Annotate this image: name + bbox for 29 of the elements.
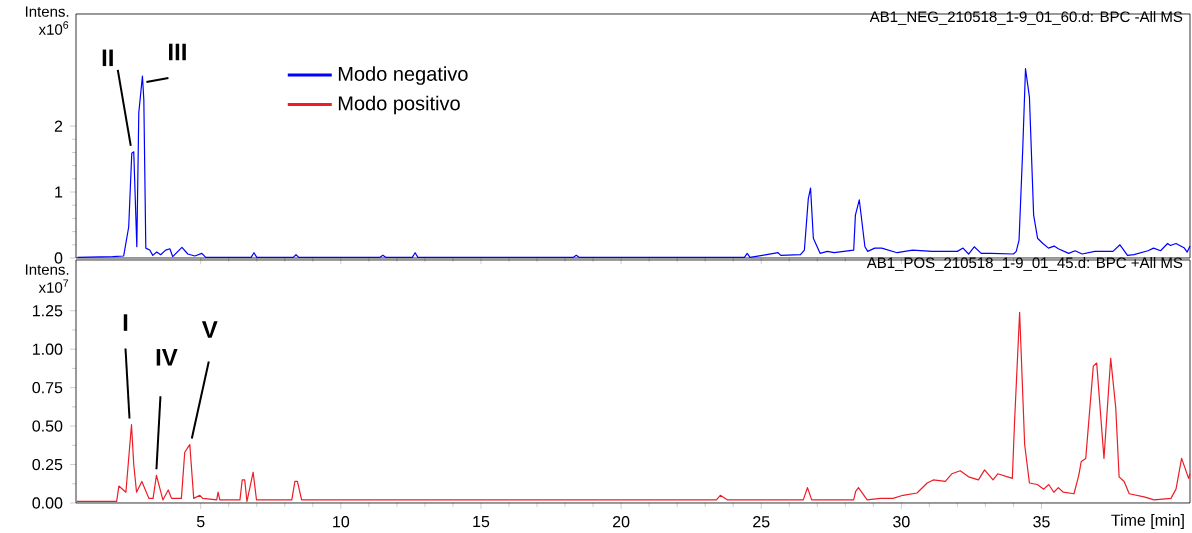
x-tick-label: 25 <box>753 516 770 528</box>
y-tick-label: 0.75 <box>32 381 63 394</box>
y-axis-title: Intens. x10$^{6}$ <box>25 6 69 35</box>
x-tick-label: 5 <box>196 516 205 528</box>
annotation: II <box>102 49 113 67</box>
y-tick-label: 2 <box>54 120 63 132</box>
line-series <box>76 68 1191 258</box>
y-tick-label: 0.50 <box>32 420 63 432</box>
y-tick-label: 1 <box>55 186 63 198</box>
annotation: V <box>201 321 218 338</box>
annotation: III <box>169 43 186 61</box>
legend-label: Modo negativo <box>338 66 468 85</box>
chart-title: AB1_NEG_210518_1-9_01_60.d: BPC -All MS <box>869 11 1183 25</box>
y-tick-label: 0 <box>54 252 63 264</box>
x-tick-label: 35 <box>1033 516 1050 528</box>
x-tick-label: 10 <box>333 516 350 528</box>
y-tick-label: 0.25 <box>32 458 63 471</box>
annotation: IV <box>156 349 178 366</box>
y-tick-label: 1.25 <box>33 305 63 317</box>
x-axis-title: Time [min] <box>1111 514 1184 529</box>
x-tick-label: 15 <box>473 516 490 528</box>
legend-label: Modo positivo <box>338 95 460 115</box>
chart-title: AB1_POS_210518_1-9_01_45.d: BPC +All MS <box>866 257 1183 271</box>
annotation: I <box>123 314 128 331</box>
x-tick-label: 20 <box>613 516 630 528</box>
x-tick-label: 30 <box>893 516 910 528</box>
y-tick-label: 0.00 <box>32 497 63 509</box>
y-tick-label: 1.00 <box>33 343 63 355</box>
y-axis-title: Intens. x10$^{7}$ <box>25 264 69 293</box>
